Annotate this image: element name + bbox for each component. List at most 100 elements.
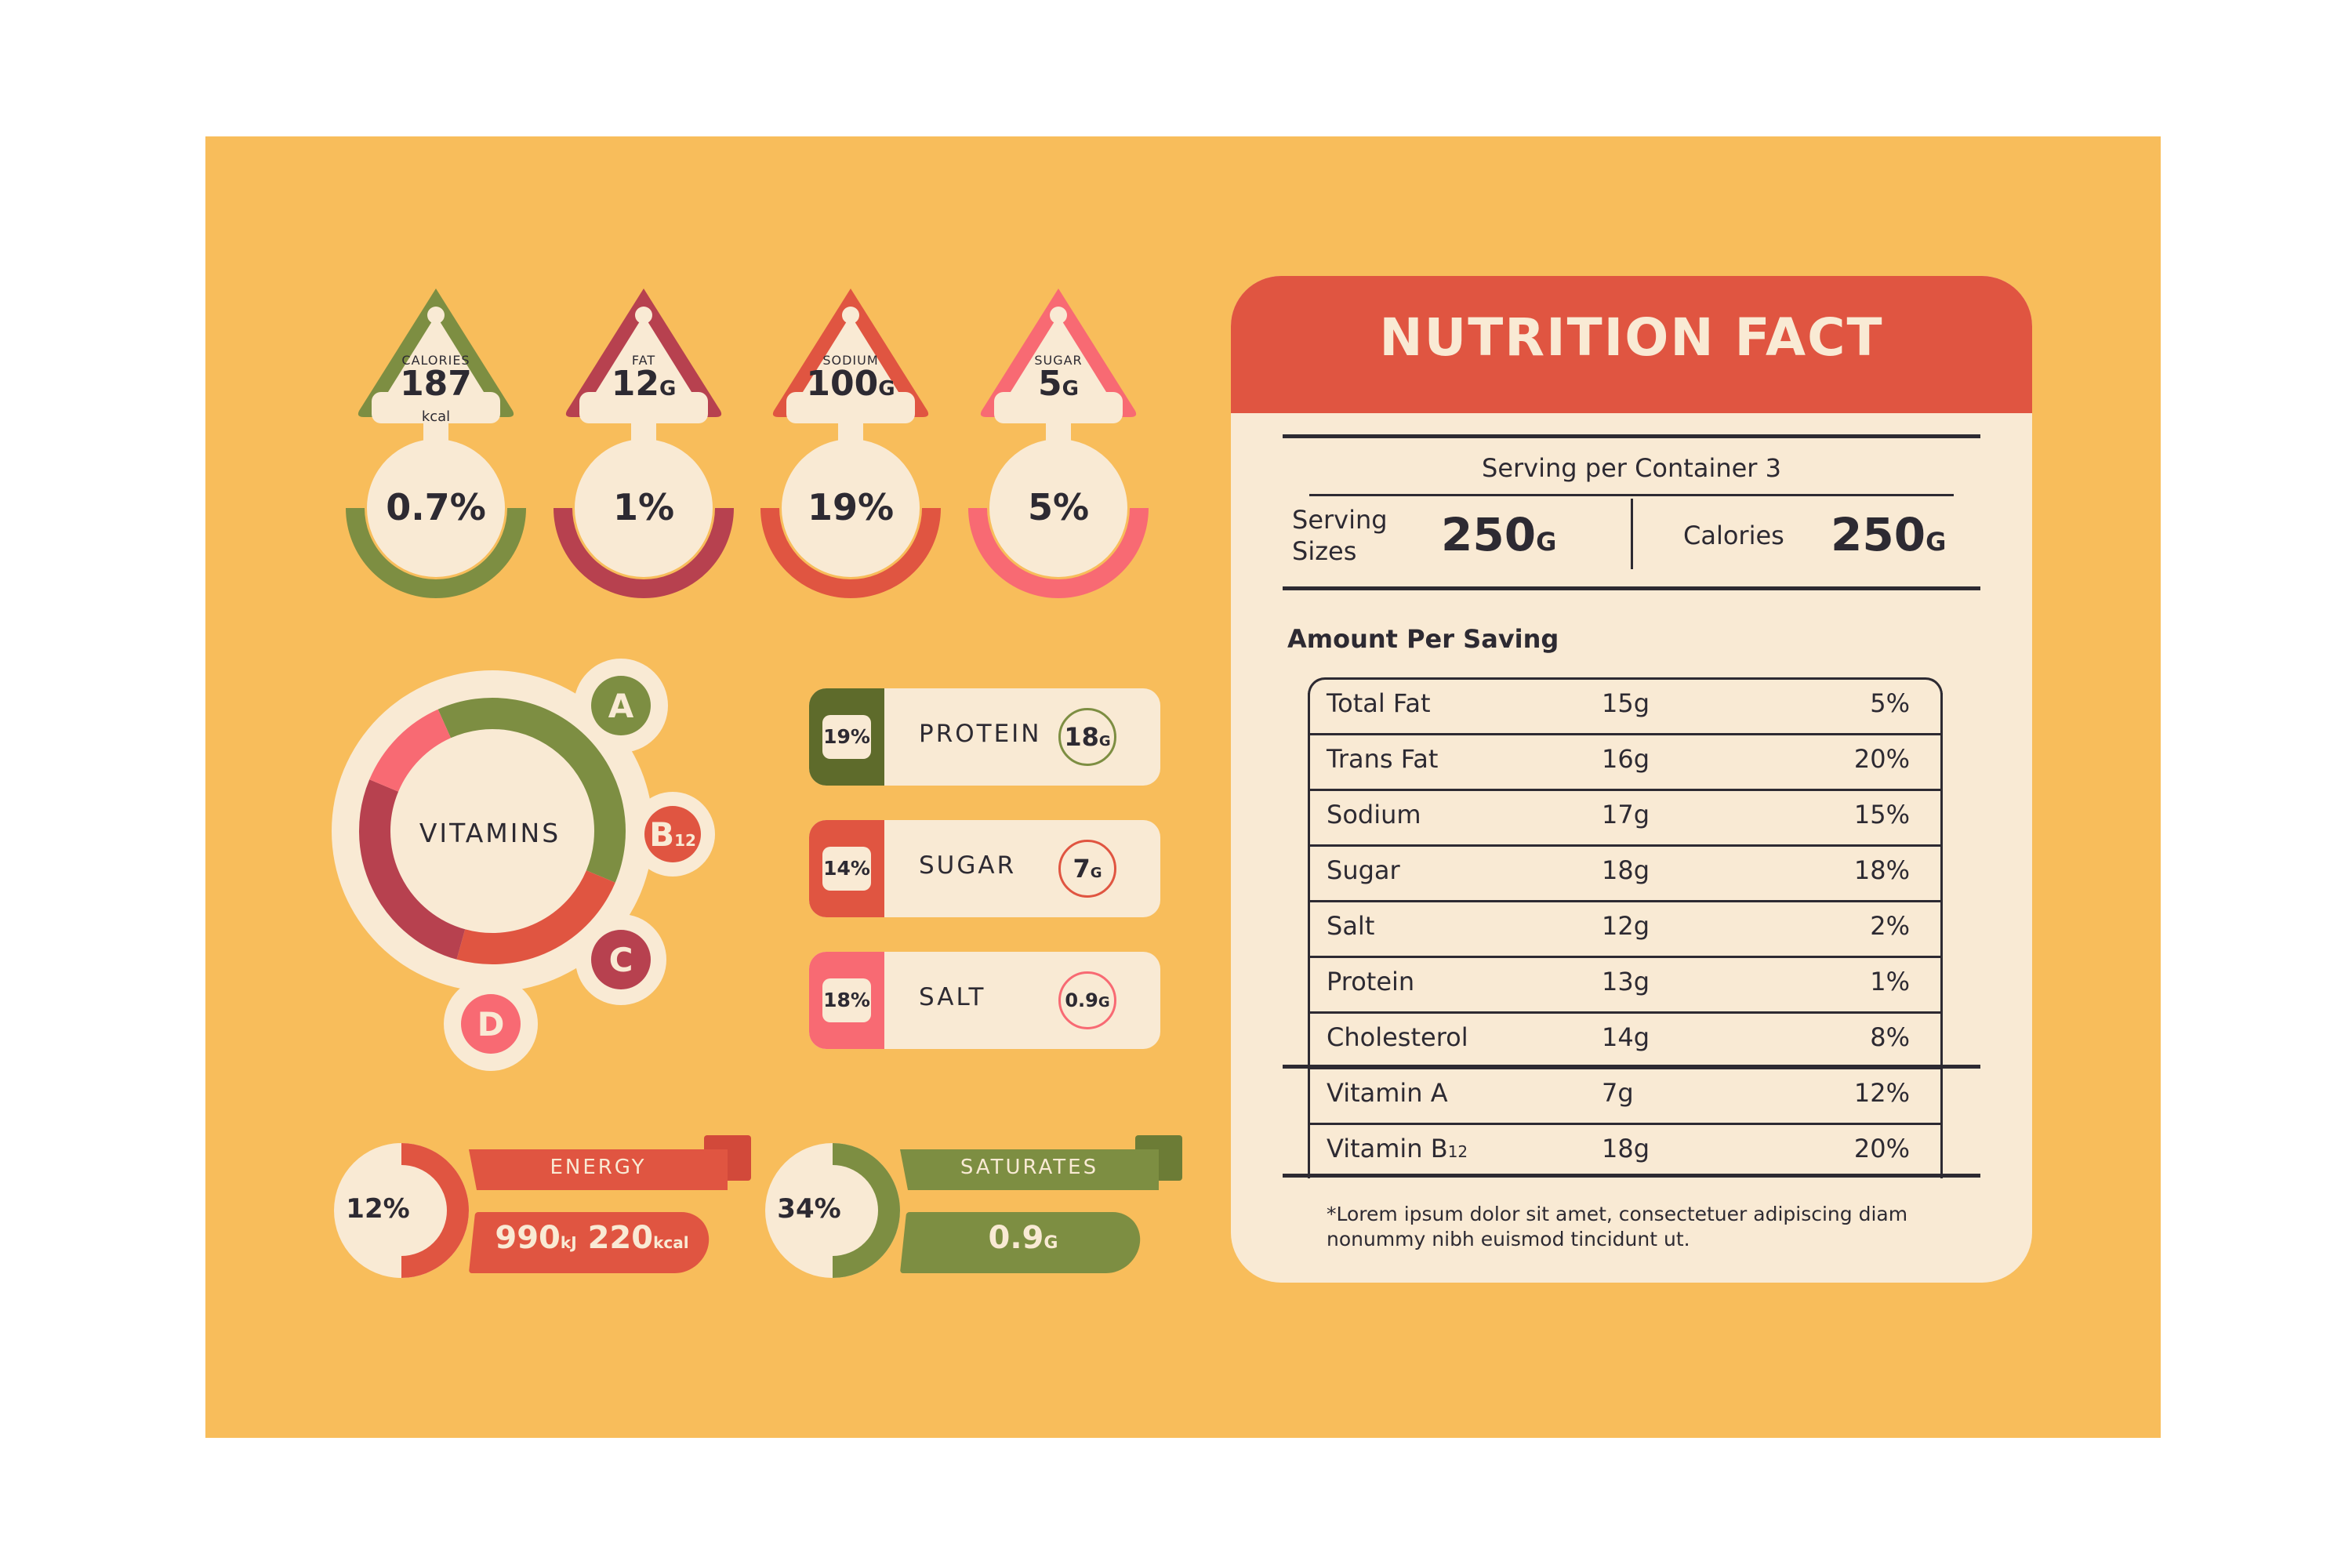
tag-percent: 19% [807,486,895,528]
nutrient-amount: 7g [1602,1078,1634,1108]
pill-value: 0.9 [1065,989,1098,1011]
card-title: NUTRITION FACT [1379,307,1884,368]
amount-per-saving: Amount Per Saving [1287,624,1559,654]
pill-percent: 19% [822,715,871,759]
nutrient-daily-value: 1% [1870,967,1910,996]
nutrient-name-text: Trans Fat [1327,744,1439,774]
nutrient-amount: 18g [1602,1134,1650,1163]
tag-hole [427,307,445,324]
nutrient-name-text: Vitamin B [1327,1134,1448,1163]
tag-body [372,392,500,423]
nutrient-amount: 14g [1602,1022,1650,1052]
divider [1283,1065,1980,1069]
nutrient-amount: 18g [1602,855,1650,885]
saturates-gauge [765,1143,900,1278]
saturates-percent: 34% [777,1193,841,1225]
pill-label: SUGAR [919,851,1017,880]
calories-label: Calories [1683,521,1784,550]
divider [1631,499,1633,569]
pill-percent: 14% [822,847,871,891]
vitamin-segment-d [369,709,452,793]
ribbon-band [900,1149,1159,1190]
vitamins-title: VITAMINS [419,818,561,848]
nutrient-name: Vitamin B12 [1327,1134,1468,1163]
table-row: Sugar 18g 18% [1308,844,1943,900]
tag-gauge-disc [367,439,505,577]
tag-sub: kcal [421,408,451,425]
row-divider [1308,956,1943,958]
calories-value: 250G [1831,508,1947,561]
vitamin-badge-letter: A [608,687,634,725]
nutrient-amount: 15g [1602,688,1650,718]
energy-gauge [334,1143,469,1278]
pill-unit: G [1098,994,1110,1011]
row-divider [1308,789,1943,791]
vitamin-badge [461,994,521,1054]
tag-body [791,315,910,411]
footnote: nonummy nibh euismod tincidunt ut. [1327,1228,1690,1250]
table-row: Salt 12g 2% [1308,900,1943,956]
table-row: Total Fat 15g 5% [1308,677,1943,733]
vitamin-badge [591,930,651,989]
pill-unit: G [1098,733,1111,750]
nutrient-daily-value: 18% [1853,855,1910,885]
tag-gauge-arc [346,507,526,598]
nutrient-daily-value: 5% [1870,688,1910,718]
tag-value: 187 [365,364,506,404]
tag-unit: G [878,377,895,401]
tag-number: 100 [806,364,879,404]
nutrient-name: Sugar [1327,855,1400,885]
footnote: *Lorem ipsum dolor sit amet, consectetue… [1327,1203,1908,1225]
nutrient-name: Vitamin A [1327,1078,1448,1108]
nutrient-name-text: Vitamin A [1327,1078,1448,1108]
nutrient-name: Salt [1327,911,1374,941]
tag-value: 100G [780,364,921,404]
serving-sizes-label: Sizes [1292,536,1357,566]
table-row: Trans Fat 16g 20% [1308,733,1943,789]
nutrient-name: Trans Fat [1327,744,1438,774]
nutrient-name-sub: 12 [1447,1142,1468,1161]
tag-connector [423,419,448,451]
nutrient-name: Protein [1327,967,1414,996]
serving-sizes-label: Serving [1292,505,1388,535]
row-divider [1308,733,1943,735]
tag-gauge [346,289,526,598]
tag-gauge [554,289,734,598]
tag-body [579,392,708,423]
row-divider [1308,900,1943,902]
pill-percent: 18% [822,978,871,1022]
table-row: Vitamin A 7g 12% [1308,1067,1943,1123]
saturates-unit: G [1044,1233,1058,1253]
row-divider [1308,844,1943,847]
nutrient-daily-value: 2% [1870,911,1910,941]
tag-body [994,392,1123,423]
tag-label: FAT [631,353,656,368]
energy-arc [401,1143,469,1278]
tag-gauge-arc [760,507,941,598]
nutrient-name-text: Salt [1327,911,1375,941]
vitamin-badge [591,676,651,735]
tag-unit: G [1062,377,1079,401]
table-right-border [1940,693,1943,1178]
tag-hole [635,307,652,324]
divider [1283,434,1980,438]
nutrient-amount: 12g [1602,911,1650,941]
tag-hole [1050,307,1067,324]
pill-value-ring: 0.9G [1058,971,1116,1029]
pill-value: 18 [1064,722,1099,752]
divider [1283,586,1980,590]
nutrient-pill: 18% SALT 0.9G [809,952,1160,1049]
table-row: Sodium 17g 15% [1308,789,1943,844]
tag-body [999,315,1118,411]
tag-percent: 1% [612,486,675,528]
tag-number: 12 [611,364,659,404]
saturates-ribbon [900,1135,1182,1190]
energy-kj-unit: kJ [560,1233,577,1252]
tag-percent: 0.7% [386,486,486,528]
vitamin-badge-letter: C [609,941,633,979]
nutrient-name: Total Fat [1327,688,1431,718]
nutrient-pill: 19% PROTEIN 18G [809,688,1160,786]
tag-body [786,392,915,423]
tag-hole [842,307,859,324]
